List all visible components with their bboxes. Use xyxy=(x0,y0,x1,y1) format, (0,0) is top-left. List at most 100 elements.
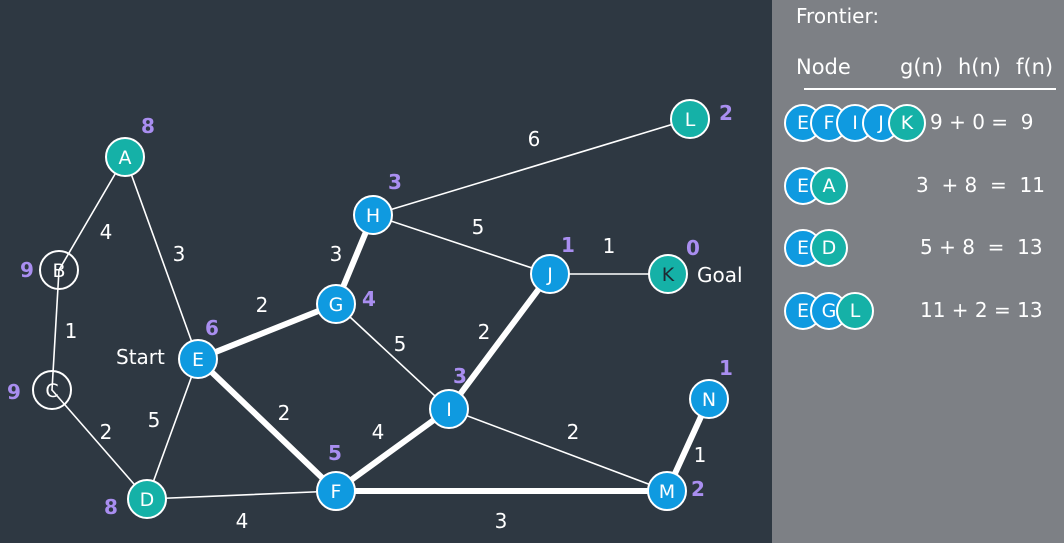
node-label-K: K xyxy=(662,264,675,286)
header-h: h(n) xyxy=(958,55,1002,79)
node-label-J: J xyxy=(546,264,553,286)
node-G: G xyxy=(316,284,356,324)
edge-weight-J-K: 1 xyxy=(603,234,616,258)
node-circle-D xyxy=(127,479,167,519)
path-node-chip: L xyxy=(836,292,874,330)
edge-A-E xyxy=(124,156,199,360)
node-circle-F xyxy=(316,471,356,511)
heuristic-G: 4 xyxy=(362,287,376,311)
node-circle-I xyxy=(429,389,469,429)
header-node: Node xyxy=(796,55,851,79)
node-label-B: B xyxy=(52,260,65,282)
frontier-cost: 3 + 8 = 11 xyxy=(916,173,1045,197)
node-label-C: C xyxy=(45,380,58,402)
node-circle-N xyxy=(689,379,729,419)
heuristic-C: 9 xyxy=(7,380,21,404)
edge-weight-I-J: 2 xyxy=(478,320,491,344)
node-label-H: H xyxy=(366,205,380,227)
node-C: C xyxy=(32,370,72,410)
heuristic-K: 0 xyxy=(686,236,700,260)
path-node-chip: D xyxy=(810,229,848,267)
heuristic-A: 8 xyxy=(141,114,155,138)
heuristic-L: 2 xyxy=(719,101,733,125)
header-g: g(n) xyxy=(900,55,944,79)
edge-A-B xyxy=(58,156,126,271)
node-circle-L xyxy=(670,99,710,139)
edge-H-L xyxy=(372,118,691,216)
edge-I-J xyxy=(446,271,553,412)
edge-H-J xyxy=(372,214,551,275)
edge-C-D xyxy=(51,389,148,500)
node-circle-K xyxy=(648,254,688,294)
edge-weight-G-I: 5 xyxy=(394,332,407,356)
node-layer: A B C D E F G H I J K L M N xyxy=(32,99,729,519)
edge-layer xyxy=(51,118,712,500)
edge-weight-M-N: 1 xyxy=(694,443,707,467)
node-circle-J xyxy=(530,254,570,294)
node-M: M xyxy=(647,471,687,511)
node-label-F: F xyxy=(331,481,342,503)
node-circle-H xyxy=(353,195,393,235)
node-F: F xyxy=(316,471,356,511)
heuristic-N: 1 xyxy=(719,356,733,380)
node-label-N: N xyxy=(702,389,716,411)
edge-E-G xyxy=(195,301,339,362)
node-E: E xyxy=(178,339,218,379)
heuristic-J: 1 xyxy=(561,233,575,257)
node-A: A xyxy=(105,137,145,177)
edge-weight-C-D: 2 xyxy=(100,420,113,444)
node-N: N xyxy=(689,379,729,419)
frontier-title: Frontier: xyxy=(796,4,880,28)
edge-weight-E-F: 2 xyxy=(278,401,291,425)
start-label: Start xyxy=(116,345,165,369)
edge-E-F xyxy=(195,356,339,494)
node-circle-A xyxy=(105,137,145,177)
edge-B-C xyxy=(51,269,60,391)
edge-weight-A-E: 3 xyxy=(173,242,186,266)
node-label-G: G xyxy=(329,294,344,316)
header-f: f(n) xyxy=(1016,55,1054,79)
node-label-E: E xyxy=(192,349,204,371)
edge-G-I xyxy=(335,303,450,410)
node-D: D xyxy=(127,479,167,519)
node-label-A: A xyxy=(119,147,132,169)
edge-I-M xyxy=(448,408,668,492)
heuristic-H: 3 xyxy=(388,170,402,194)
node-B: B xyxy=(39,250,79,290)
edge-weight-D-F: 4 xyxy=(236,509,249,533)
node-H: H xyxy=(353,195,393,235)
edge-weight-D-E: 5 xyxy=(148,408,161,432)
node-J: J xyxy=(530,254,570,294)
node-circle-E xyxy=(178,339,218,379)
heuristic-M: 2 xyxy=(691,477,705,501)
frontier-row: E G L 11 + 2 = 13 xyxy=(772,292,1064,336)
heuristic-E: 6 xyxy=(205,316,219,340)
node-circle-G xyxy=(316,284,356,324)
edge-D-F xyxy=(146,490,337,500)
edge-weight-H-L: 6 xyxy=(528,127,541,151)
edge-weight-H-J: 5 xyxy=(472,215,485,239)
node-label-L: L xyxy=(685,109,696,131)
edge-weight-I-M: 2 xyxy=(567,420,580,444)
heuristic-I: 3 xyxy=(453,364,467,388)
node-circle-B xyxy=(39,250,79,290)
node-label-D: D xyxy=(140,489,155,511)
frontier-cost: 5 + 8 = 13 xyxy=(920,235,1043,259)
edge-weight-E-G: 2 xyxy=(256,293,269,317)
node-I: I xyxy=(429,389,469,429)
node-K: K xyxy=(648,254,688,294)
node-circle-C xyxy=(32,370,72,410)
frontier-cost: 9 + 0 = 9 xyxy=(930,110,1034,134)
goal-label: Goal xyxy=(697,263,743,287)
edge-weight-B-C: 1 xyxy=(65,319,78,343)
heuristic-F: 5 xyxy=(328,441,342,465)
heuristic-D: 8 xyxy=(104,495,118,519)
heuristic-B: 9 xyxy=(20,258,34,282)
edge-F-I xyxy=(333,406,452,494)
